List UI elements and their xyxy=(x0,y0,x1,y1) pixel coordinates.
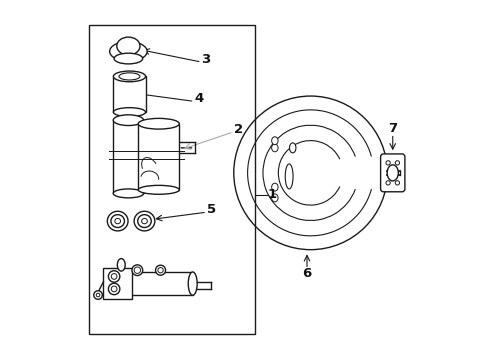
Bar xyxy=(113,76,145,112)
Ellipse shape xyxy=(289,143,295,153)
Circle shape xyxy=(94,291,102,299)
Ellipse shape xyxy=(115,219,121,224)
Ellipse shape xyxy=(134,267,140,273)
Text: 5: 5 xyxy=(206,203,216,216)
Text: 6: 6 xyxy=(302,267,311,280)
Ellipse shape xyxy=(113,115,143,126)
Text: 1: 1 xyxy=(267,188,276,201)
Ellipse shape xyxy=(142,219,147,224)
Bar xyxy=(138,124,179,190)
Ellipse shape xyxy=(138,185,179,194)
Ellipse shape xyxy=(117,37,140,55)
Text: 4: 4 xyxy=(194,92,203,105)
Ellipse shape xyxy=(114,53,142,64)
Circle shape xyxy=(233,96,386,249)
Bar xyxy=(118,272,192,295)
Ellipse shape xyxy=(155,265,165,275)
Ellipse shape xyxy=(113,108,145,117)
Ellipse shape xyxy=(271,183,278,191)
Circle shape xyxy=(108,283,120,295)
Ellipse shape xyxy=(271,137,278,145)
Ellipse shape xyxy=(138,215,151,228)
Circle shape xyxy=(96,293,100,297)
Ellipse shape xyxy=(113,189,143,198)
FancyBboxPatch shape xyxy=(380,154,404,192)
Text: 7: 7 xyxy=(387,122,396,135)
Circle shape xyxy=(111,286,117,292)
Ellipse shape xyxy=(271,144,278,152)
Text: 2: 2 xyxy=(233,123,243,136)
Ellipse shape xyxy=(107,211,128,231)
Ellipse shape xyxy=(117,258,125,271)
Ellipse shape xyxy=(134,211,155,231)
Bar xyxy=(113,120,143,193)
Ellipse shape xyxy=(285,164,292,189)
Ellipse shape xyxy=(271,194,278,202)
Circle shape xyxy=(111,274,117,279)
Bar xyxy=(89,24,255,334)
Ellipse shape xyxy=(119,73,140,80)
Bar xyxy=(103,269,132,299)
Circle shape xyxy=(108,271,120,282)
Ellipse shape xyxy=(113,71,145,82)
Circle shape xyxy=(385,161,389,165)
Ellipse shape xyxy=(138,118,179,129)
Text: 3: 3 xyxy=(201,53,210,66)
Ellipse shape xyxy=(386,165,398,181)
Ellipse shape xyxy=(132,265,142,275)
Circle shape xyxy=(385,181,389,185)
Ellipse shape xyxy=(109,41,147,61)
Ellipse shape xyxy=(158,267,163,273)
Circle shape xyxy=(394,161,399,165)
Circle shape xyxy=(394,181,399,185)
Ellipse shape xyxy=(111,215,124,228)
Ellipse shape xyxy=(188,272,197,295)
